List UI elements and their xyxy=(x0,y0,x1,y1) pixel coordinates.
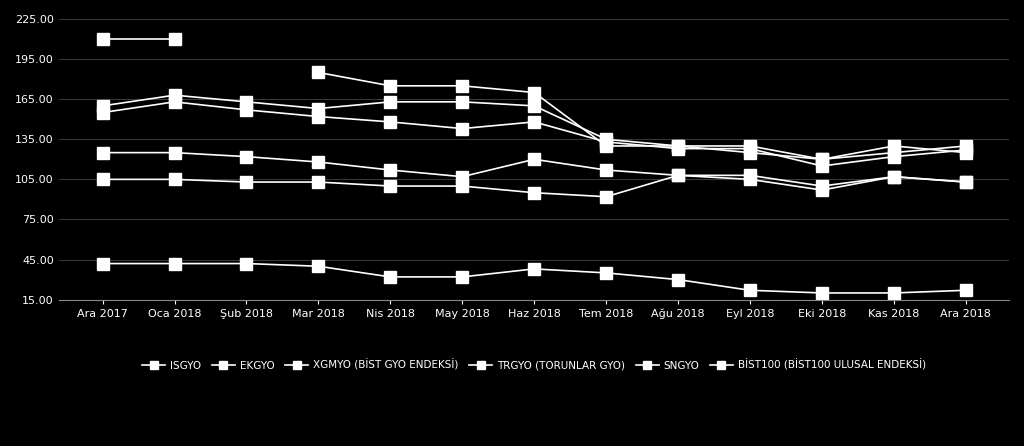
TRGYO (TORUNLAR GYO) xyxy=(96,150,109,155)
BİST100 (BİST100 ULUSAL ENDEKSİ) xyxy=(672,277,684,282)
EKGYO xyxy=(168,92,180,98)
XGMYO (BİST GYO ENDEKSİ) xyxy=(96,110,109,115)
Line: ISGYO: ISGYO xyxy=(97,33,180,45)
EKGYO xyxy=(384,99,396,104)
XGMYO (BİST GYO ENDEKSİ) xyxy=(743,146,756,151)
XGMYO (BİST GYO ENDEKSİ) xyxy=(384,119,396,124)
TRGYO (TORUNLAR GYO) xyxy=(456,174,468,179)
EKGYO xyxy=(528,103,541,108)
TRGYO (TORUNLAR GYO) xyxy=(168,150,180,155)
Line: EKGYO: EKGYO xyxy=(97,90,972,165)
BİST100 (BİST100 ULUSAL ENDEKSİ) xyxy=(528,266,541,272)
EKGYO xyxy=(672,143,684,149)
TRGYO (TORUNLAR GYO) xyxy=(959,179,972,185)
SNGYO xyxy=(959,179,972,185)
EKGYO xyxy=(816,157,828,162)
BİST100 (BİST100 ULUSAL ENDEKSİ) xyxy=(816,290,828,296)
XGMYO (BİST GYO ENDEKSİ) xyxy=(528,119,541,124)
XGMYO (BİST GYO ENDEKSİ) xyxy=(959,147,972,153)
TRGYO (TORUNLAR GYO) xyxy=(528,157,541,162)
TRGYO (TORUNLAR GYO) xyxy=(384,167,396,173)
ISGYO xyxy=(168,37,180,42)
Line: SNGYO: SNGYO xyxy=(97,170,972,202)
SNGYO xyxy=(241,179,253,185)
TRGYO (TORUNLAR GYO) xyxy=(672,173,684,178)
XGMYO (BİST GYO ENDEKSİ) xyxy=(241,107,253,112)
XGMYO (BİST GYO ENDEKSİ) xyxy=(168,99,180,104)
XGMYO (BİST GYO ENDEKSİ) xyxy=(456,126,468,131)
TRGYO (TORUNLAR GYO) xyxy=(600,167,612,173)
SNGYO xyxy=(456,183,468,189)
TRGYO (TORUNLAR GYO) xyxy=(312,159,325,165)
BİST100 (BİST100 ULUSAL ENDEKSİ) xyxy=(168,261,180,266)
BİST100 (BİST100 ULUSAL ENDEKSİ) xyxy=(456,274,468,280)
TRGYO (TORUNLAR GYO) xyxy=(241,154,253,159)
EKGYO xyxy=(743,143,756,149)
EKGYO xyxy=(456,99,468,104)
EKGYO xyxy=(959,150,972,155)
TRGYO (TORUNLAR GYO) xyxy=(743,173,756,178)
BİST100 (BİST100 ULUSAL ENDEKSİ) xyxy=(743,288,756,293)
EKGYO xyxy=(96,103,109,108)
BİST100 (BİST100 ULUSAL ENDEKSİ) xyxy=(241,261,253,266)
Line: XGMYO (BİST GYO ENDEKSİ): XGMYO (BİST GYO ENDEKSİ) xyxy=(97,96,972,172)
SNGYO xyxy=(816,187,828,193)
EKGYO xyxy=(888,143,900,149)
BİST100 (BİST100 ULUSAL ENDEKSİ) xyxy=(384,274,396,280)
SNGYO xyxy=(168,177,180,182)
EKGYO xyxy=(312,106,325,111)
SNGYO xyxy=(672,173,684,178)
BİST100 (BİST100 ULUSAL ENDEKSİ) xyxy=(888,290,900,296)
TRGYO (TORUNLAR GYO) xyxy=(888,174,900,179)
SNGYO xyxy=(600,194,612,199)
ISGYO xyxy=(96,37,109,42)
BİST100 (BİST100 ULUSAL ENDEKSİ) xyxy=(96,261,109,266)
XGMYO (BİST GYO ENDEKSİ) xyxy=(672,146,684,151)
BİST100 (BİST100 ULUSAL ENDEKSİ) xyxy=(959,288,972,293)
BİST100 (BİST100 ULUSAL ENDEKSİ) xyxy=(600,270,612,276)
EKGYO xyxy=(600,136,612,142)
BİST100 (BİST100 ULUSAL ENDEKSİ) xyxy=(312,264,325,269)
TRGYO (TORUNLAR GYO) xyxy=(816,183,828,189)
SNGYO xyxy=(743,177,756,182)
Line: BİST100 (BİST100 ULUSAL ENDEKSİ): BİST100 (BİST100 ULUSAL ENDEKSİ) xyxy=(97,258,972,298)
SNGYO xyxy=(888,174,900,179)
EKGYO xyxy=(241,99,253,104)
XGMYO (BİST GYO ENDEKSİ) xyxy=(816,163,828,169)
SNGYO xyxy=(312,179,325,185)
Line: TRGYO (TORUNLAR GYO): TRGYO (TORUNLAR GYO) xyxy=(97,147,972,192)
SNGYO xyxy=(528,190,541,195)
SNGYO xyxy=(384,183,396,189)
XGMYO (BİST GYO ENDEKSİ) xyxy=(888,154,900,159)
XGMYO (BİST GYO ENDEKSİ) xyxy=(312,114,325,119)
SNGYO xyxy=(96,177,109,182)
Legend: ISGYO, EKGYO, XGMYO (BİST GYO ENDEKSİ), TRGYO (TORUNLAR GYO), SNGYO, BİST100 (Bİ: ISGYO, EKGYO, XGMYO (BİST GYO ENDEKSİ), … xyxy=(138,355,931,375)
XGMYO (BİST GYO ENDEKSİ) xyxy=(600,139,612,145)
